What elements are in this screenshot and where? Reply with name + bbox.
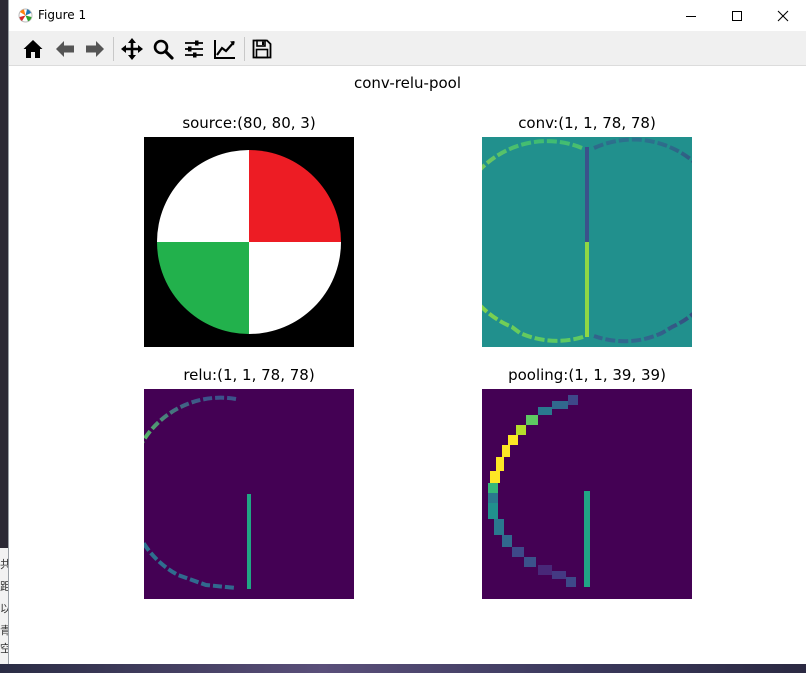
window-title: Figure 1 [38, 8, 87, 22]
home-button[interactable] [19, 35, 47, 63]
toolbar-separator [113, 37, 114, 61]
pan-button[interactable] [118, 35, 146, 63]
source-image [144, 137, 354, 347]
home-icon [23, 40, 43, 58]
desktop-wallpaper [0, 664, 806, 673]
matplotlib-app-icon [18, 8, 33, 23]
panel-title-pooling: pooling:(1, 1, 39, 39) [508, 366, 666, 384]
pan-icon [121, 38, 143, 60]
configure-subplots-icon [185, 40, 203, 58]
navigation-toolbar [9, 31, 806, 66]
forward-button[interactable] [81, 35, 109, 63]
panel-title-source: source:(80, 80, 3) [182, 114, 316, 132]
maximize-icon [732, 10, 742, 21]
forward-arrow-icon [86, 41, 104, 57]
desktop-text: 距 [0, 580, 8, 593]
panel-title-conv: conv:(1, 1, 78, 78) [518, 114, 656, 132]
zoom-button[interactable] [149, 35, 177, 63]
close-button[interactable] [760, 0, 806, 31]
back-button[interactable] [51, 35, 79, 63]
figure-suptitle: conv-relu-pool [353, 74, 461, 92]
maximize-button[interactable] [714, 0, 760, 31]
source-image-panel[interactable] [144, 137, 354, 347]
desktop-background [0, 0, 8, 673]
pooling-heatmap [482, 389, 692, 599]
relu-heatmap [144, 389, 354, 599]
edit-axis-icon [214, 40, 235, 59]
edit-axis-button[interactable] [211, 35, 239, 63]
desktop-text: 空 [0, 642, 8, 655]
desktop-text: 青 [0, 624, 8, 637]
conv-heatmap [482, 137, 692, 347]
close-icon [777, 10, 789, 21]
panel-title-relu: relu:(1, 1, 78, 78) [183, 366, 315, 384]
save-button[interactable] [248, 35, 276, 63]
minimize-button[interactable] [668, 0, 714, 31]
back-arrow-icon [56, 41, 74, 57]
background-window-strip [0, 548, 8, 666]
configure-subplots-button[interactable] [180, 35, 208, 63]
figure-canvas[interactable]: conv-relu-pool source:(80, 80, 3) conv:(… [9, 66, 806, 664]
zoom-icon [153, 39, 174, 60]
pooling-output-panel[interactable] [482, 389, 692, 599]
figure-window: Figure 1 [8, 0, 806, 664]
title-bar[interactable]: Figure 1 [9, 0, 806, 31]
relu-output-panel[interactable] [144, 389, 354, 599]
conv-output-panel[interactable] [482, 137, 692, 347]
save-icon [252, 39, 272, 59]
toolbar-separator [244, 37, 245, 61]
desktop-text: 以 [0, 602, 8, 615]
minimize-icon [686, 15, 696, 17]
desktop-text: 共 [0, 558, 8, 571]
